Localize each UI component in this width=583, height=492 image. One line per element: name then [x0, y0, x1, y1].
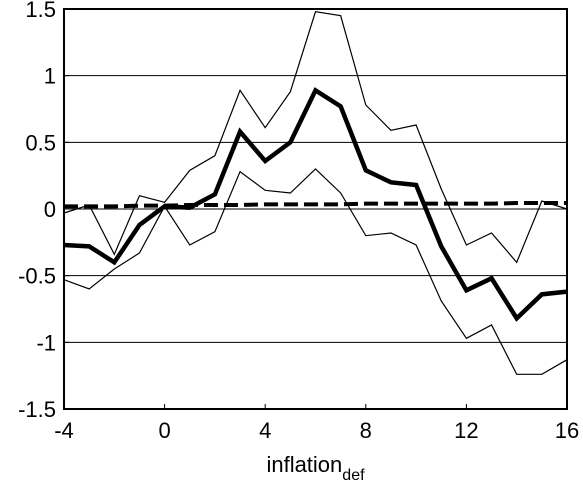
series-line-estimate [63, 87, 568, 322]
grid-lines [64, 75, 567, 343]
x-axis-label: inflationdef [266, 452, 365, 484]
y-tick-label: -0.5 [18, 264, 56, 289]
x-tick-label: 16 [555, 418, 579, 443]
series-line-band [63, 10, 568, 264]
x-axis-label-main: inflation [266, 452, 342, 477]
x-tick-label: 12 [454, 418, 478, 443]
axis-ticks: -1.5 -1 -0.5 0 0.5 1 1.5 -4 0 4 8 12 16 [18, 0, 579, 443]
y-tick-label: -1.5 [18, 397, 56, 422]
y-tick-label: 1 [44, 64, 56, 89]
x-tick-label: 0 [158, 418, 170, 443]
y-tick-label: 1.5 [25, 0, 56, 22]
x-tick-label: -4 [54, 418, 74, 443]
series-line-band [63, 168, 568, 375]
x-axis-label-subscript: def [342, 467, 365, 484]
series-group [63, 10, 568, 375]
y-tick-label: 0.5 [25, 130, 56, 155]
series-line-dashed [64, 201, 567, 209]
x-tick-label: 8 [360, 418, 372, 443]
y-tick-label: 0 [44, 197, 56, 222]
y-tick-label: -1 [36, 330, 56, 355]
x-tick-label: 4 [259, 418, 271, 443]
